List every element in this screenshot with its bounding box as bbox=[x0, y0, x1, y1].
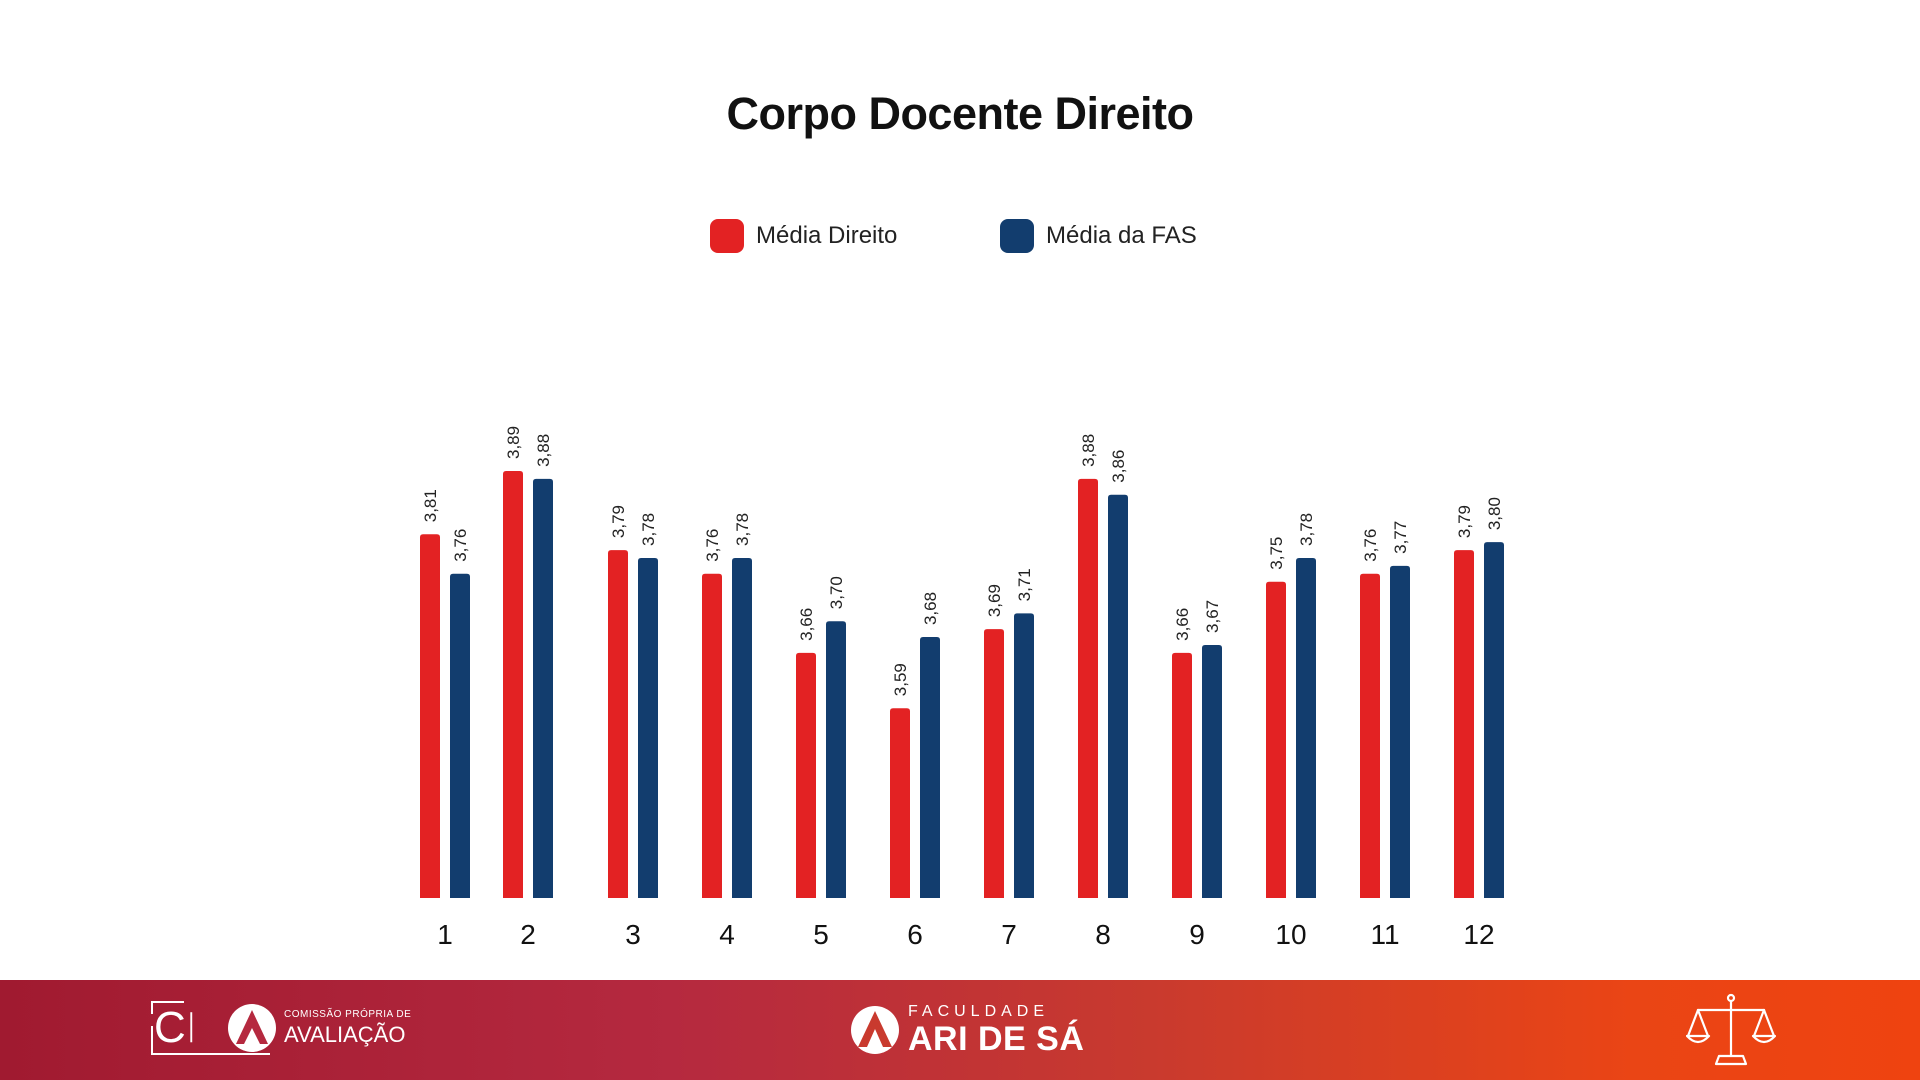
scales-of-justice-icon bbox=[1686, 993, 1776, 1066]
cpa-small-text: COMISSÃO PRÓPRIA DE bbox=[284, 1009, 412, 1020]
bar-media-fas-10 bbox=[1296, 557, 1316, 898]
x-tick-label-6: 6 bbox=[907, 919, 923, 950]
data-label-media-direito-12: 3,79 bbox=[1455, 505, 1474, 538]
bar-media-direito-9 bbox=[1172, 652, 1192, 898]
bar-media-fas-6 bbox=[920, 637, 940, 898]
data-label-media-direito-10: 3,75 bbox=[1267, 537, 1286, 570]
bar-media-fas-2 bbox=[533, 478, 553, 898]
data-label-media-fas-8: 3,86 bbox=[1109, 450, 1128, 483]
x-tick-label-11: 11 bbox=[1370, 919, 1399, 950]
legend-swatch-media-fas bbox=[1000, 219, 1034, 253]
bar-media-fas-4 bbox=[732, 557, 752, 898]
data-label-media-fas-9: 3,67 bbox=[1203, 600, 1222, 633]
faculdade-big-text: ARI DE SÁ bbox=[908, 1020, 1085, 1058]
data-label-media-direito-8: 3,88 bbox=[1079, 434, 1098, 467]
x-tick-label-12: 12 bbox=[1463, 919, 1494, 950]
x-tick-label-8: 8 bbox=[1095, 919, 1111, 950]
chart-title: Corpo Docente Direito bbox=[726, 88, 1194, 139]
x-tick-label-9: 9 bbox=[1189, 919, 1205, 950]
data-label-media-fas-6: 3,68 bbox=[921, 592, 940, 625]
data-label-media-direito-1: 3,81 bbox=[421, 489, 440, 522]
bar-media-direito-8 bbox=[1078, 478, 1098, 898]
bar-media-direito-12 bbox=[1454, 550, 1474, 898]
legend-item-media-direito: Média Direito bbox=[710, 219, 897, 253]
x-tick-label-7: 7 bbox=[1001, 919, 1017, 950]
x-tick-label-5: 5 bbox=[813, 919, 829, 950]
data-label-media-fas-3: 3,78 bbox=[639, 513, 658, 546]
data-label-media-direito-7: 3,69 bbox=[985, 584, 1004, 617]
ari-de-sa-logo-icon bbox=[851, 1006, 899, 1054]
x-tick-label-3: 3 bbox=[625, 919, 641, 950]
data-label-media-fas-2: 3,88 bbox=[534, 434, 553, 467]
legend-item-media-fas: Média da FAS bbox=[1000, 219, 1197, 253]
legend-swatch-media-direito bbox=[710, 219, 744, 253]
cpa-logo-icon: CPA bbox=[150, 1000, 278, 1056]
bar-media-fas-5 bbox=[826, 621, 846, 898]
bar-media-direito-3 bbox=[608, 550, 628, 898]
footer-bar: CPA COMISSÃO PRÓPRIA DE AVALIAÇÃO FACULD… bbox=[0, 980, 1920, 1080]
faculdade-logo: FACULDADE ARI DE SÁ bbox=[850, 1000, 1084, 1060]
data-label-media-direito-11: 3,76 bbox=[1361, 529, 1380, 562]
bar-media-fas-9 bbox=[1202, 644, 1222, 898]
cpa-logo: CPA COMISSÃO PRÓPRIA DE AVALIAÇÃO bbox=[150, 1000, 411, 1056]
data-label-media-direito-4: 3,76 bbox=[703, 529, 722, 562]
bar-media-direito-10 bbox=[1266, 581, 1286, 898]
data-label-media-fas-5: 3,70 bbox=[827, 576, 846, 609]
bar-media-fas-11 bbox=[1390, 565, 1410, 898]
bar-media-fas-12 bbox=[1484, 542, 1504, 898]
data-label-media-direito-5: 3,66 bbox=[797, 608, 816, 641]
faculdade-text: FACULDADE ARI DE SÁ bbox=[908, 1003, 1085, 1058]
legend-label-media-direito: Média Direito bbox=[756, 222, 898, 249]
data-label-media-fas-10: 3,78 bbox=[1297, 513, 1316, 546]
bar-media-fas-7 bbox=[1014, 613, 1034, 898]
bar-chart: 3,81 3,76 1 3,89 3,88 2 3,79 3,78 3 3,76 3,78 4 3,66… bbox=[420, 426, 1504, 950]
cpa-text: COMISSÃO PRÓPRIA DE AVALIAÇÃO bbox=[284, 1010, 411, 1046]
bar-media-direito-1 bbox=[420, 534, 440, 898]
data-label-media-fas-7: 3,71 bbox=[1015, 568, 1034, 601]
data-label-media-direito-9: 3,66 bbox=[1173, 608, 1192, 641]
data-label-media-fas-1: 3,76 bbox=[451, 529, 470, 562]
data-label-media-fas-4: 3,78 bbox=[733, 513, 752, 546]
bar-media-direito-2 bbox=[503, 471, 523, 898]
x-tick-label-2: 2 bbox=[520, 919, 536, 950]
bar-media-fas-3 bbox=[638, 557, 658, 898]
bar-media-direito-7 bbox=[984, 629, 1004, 898]
bar-media-fas-1 bbox=[450, 573, 470, 898]
bar-media-direito-11 bbox=[1360, 573, 1380, 898]
x-tick-label-10: 10 bbox=[1275, 919, 1306, 950]
data-label-media-fas-11: 3,77 bbox=[1391, 521, 1410, 554]
data-label-media-direito-6: 3,59 bbox=[891, 663, 910, 696]
cpa-big-text: AVALIAÇÃO bbox=[284, 1022, 406, 1047]
cpa-letters: CPA bbox=[154, 1003, 245, 1052]
x-tick-label-1: 1 bbox=[437, 919, 453, 950]
data-label-media-fas-12: 3,80 bbox=[1485, 497, 1504, 530]
legend-label-media-fas: Média da FAS bbox=[1046, 222, 1197, 249]
bar-media-fas-8 bbox=[1108, 494, 1128, 898]
faculdade-small-text: FACULDADE bbox=[908, 1003, 1050, 1020]
bar-media-direito-6 bbox=[890, 708, 910, 898]
data-label-media-direito-2: 3,89 bbox=[504, 426, 523, 459]
x-tick-label-4: 4 bbox=[719, 919, 735, 950]
data-label-media-direito-3: 3,79 bbox=[609, 505, 628, 538]
bar-media-direito-5 bbox=[796, 652, 816, 898]
bar-media-direito-4 bbox=[702, 573, 722, 898]
